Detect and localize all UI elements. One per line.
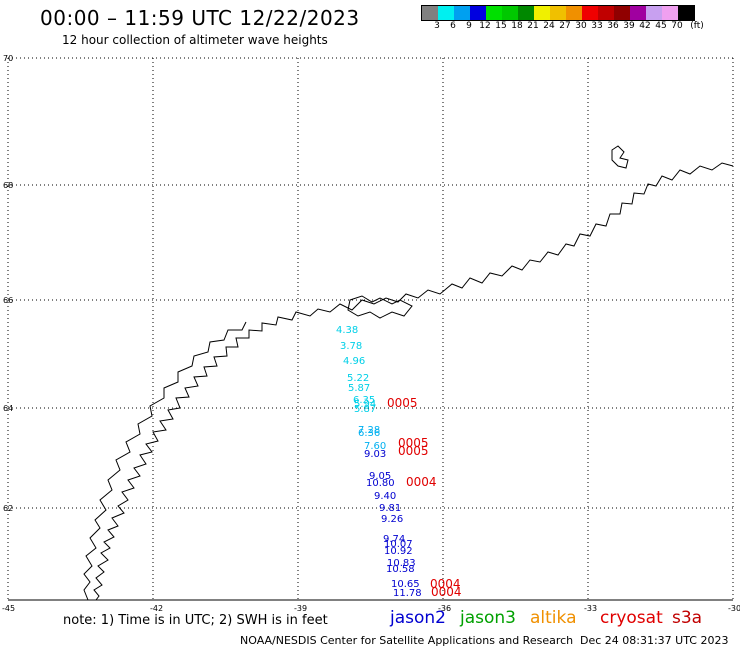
wave-height-label: 9.40: [374, 491, 396, 502]
color-scale-legend: [421, 5, 695, 21]
satellite-name: jason3: [460, 608, 516, 628]
wave-height-label: 5.87: [354, 404, 376, 415]
legend-label: 9: [466, 21, 472, 31]
lat-label: 70: [3, 54, 13, 63]
wave-height-label: 10.65: [391, 579, 420, 590]
legend-swatch: [518, 6, 534, 20]
legend-label: 39: [623, 21, 635, 31]
satellite-name: s3a: [672, 608, 703, 628]
wave-height-label: 0004: [406, 475, 437, 489]
lat-label: 62: [3, 504, 13, 513]
legend-swatch: [662, 6, 678, 20]
wave-height-label: 0004: [430, 577, 461, 591]
legend-swatch: [630, 6, 646, 20]
wave-height-label: 5.87: [348, 383, 370, 394]
wave-height-observations: 4.383.784.965.225.876.355.945.877.286.36…: [336, 325, 462, 599]
legend-swatch: [550, 6, 566, 20]
wave-height-label: 10.83: [387, 558, 416, 569]
wave-height-label: 4.96: [343, 356, 365, 367]
lon-label: -36: [438, 604, 451, 613]
legend-swatch: [438, 6, 454, 20]
footer-note: note: 1) Time is in UTC; 2) SWH is in fe…: [63, 613, 328, 628]
lon-label: -45: [2, 604, 15, 613]
legend-label: 30: [575, 21, 587, 31]
wave-height-label: 10.92: [384, 546, 413, 557]
lon-label: -42: [150, 604, 163, 613]
wave-height-label: 10.58: [386, 564, 415, 575]
legend-swatch: [422, 6, 438, 20]
satellite-name: jason2: [390, 608, 446, 628]
footer-timestamp: Dec 24 08:31:37 UTC 2023: [580, 634, 729, 647]
wave-height-label: 5.94: [354, 399, 376, 410]
legend-label: 15: [495, 21, 507, 31]
wave-height-label: 10.80: [366, 478, 395, 489]
wave-height-label: 9.74: [383, 534, 405, 545]
legend-label: 18: [511, 21, 523, 31]
legend-label: 36: [607, 21, 619, 31]
legend-label: 42: [639, 21, 651, 31]
wave-height-label: 0005: [398, 436, 429, 450]
wave-height-label: 0005: [398, 444, 429, 458]
legend-label: 21: [527, 21, 539, 31]
map-subtitle: 12 hour collection of altimeter wave hei…: [62, 33, 328, 47]
legend-label: 3: [434, 21, 440, 31]
legend-swatch: [502, 6, 518, 20]
legend-swatch: [614, 6, 630, 20]
island-outlines: [347, 145, 629, 319]
footer-credit: NOAA/NESDIS Center for Satellite Applica…: [240, 634, 574, 647]
coastline-path: [93, 162, 734, 601]
wave-height-label: 6.36: [358, 428, 380, 439]
wave-height-label: 10.07: [384, 539, 413, 550]
satellite-name: altika: [530, 608, 577, 628]
satellite-name: cryosat: [600, 608, 663, 628]
legend-label: 45: [655, 21, 667, 31]
wave-height-label: 7.60: [364, 441, 386, 452]
wave-height-label: 6.35: [353, 395, 375, 406]
wave-height-label: 3.78: [340, 341, 362, 352]
wave-height-label: 9.81: [379, 503, 401, 514]
legend-label: 6: [450, 21, 456, 31]
wave-height-label: 9.26: [381, 514, 403, 525]
legend-swatch: [646, 6, 662, 20]
lon-label: -33: [584, 604, 597, 613]
legend-swatch: [678, 6, 694, 20]
lat-lon-grid: [7, 57, 734, 601]
legend-swatch: [454, 6, 470, 20]
legend-label: 24: [543, 21, 555, 31]
wave-height-label: 7.28: [358, 425, 380, 436]
lon-label: -30: [728, 604, 740, 613]
legend-swatch: [582, 6, 598, 20]
legend-label: 27: [559, 21, 571, 31]
legend-label: 70: [671, 21, 683, 31]
wave-height-label: 9.03: [364, 449, 386, 460]
lat-label: 64: [3, 404, 13, 413]
legend-swatch: [534, 6, 550, 20]
legend-swatch: [486, 6, 502, 20]
color-scale-labels: 3 6 9 12 15 18 21 24 27 30 33 36 39 42 45 70 (ft): [421, 21, 731, 33]
wave-height-label: 11.78: [393, 588, 422, 599]
legend-swatch: [566, 6, 582, 20]
legend-label: 12: [479, 21, 491, 31]
map-title: 00:00 – 11:59 UTC 12/22/2023: [40, 6, 360, 30]
wave-height-label: 0005: [387, 396, 418, 410]
legend-label: 33: [591, 21, 603, 31]
wave-height-label: 9.05: [369, 471, 391, 482]
legend-swatch: [470, 6, 486, 20]
legend-swatch: [598, 6, 614, 20]
wave-height-label: 5.22: [347, 373, 369, 384]
lon-label: -39: [294, 604, 307, 613]
wave-height-label: 0004: [431, 585, 462, 599]
wave-height-label: 4.38: [336, 325, 358, 336]
axis-tick-labels: 70 68 66 64 62 -45 -42 -39 -36 -33 -30: [2, 54, 740, 613]
legend-label: (ft): [690, 21, 704, 31]
lat-label: 68: [3, 181, 13, 190]
lat-label: 66: [3, 296, 13, 305]
greenland-coastline: [83, 145, 734, 601]
inner-coastline-path: [83, 321, 247, 601]
